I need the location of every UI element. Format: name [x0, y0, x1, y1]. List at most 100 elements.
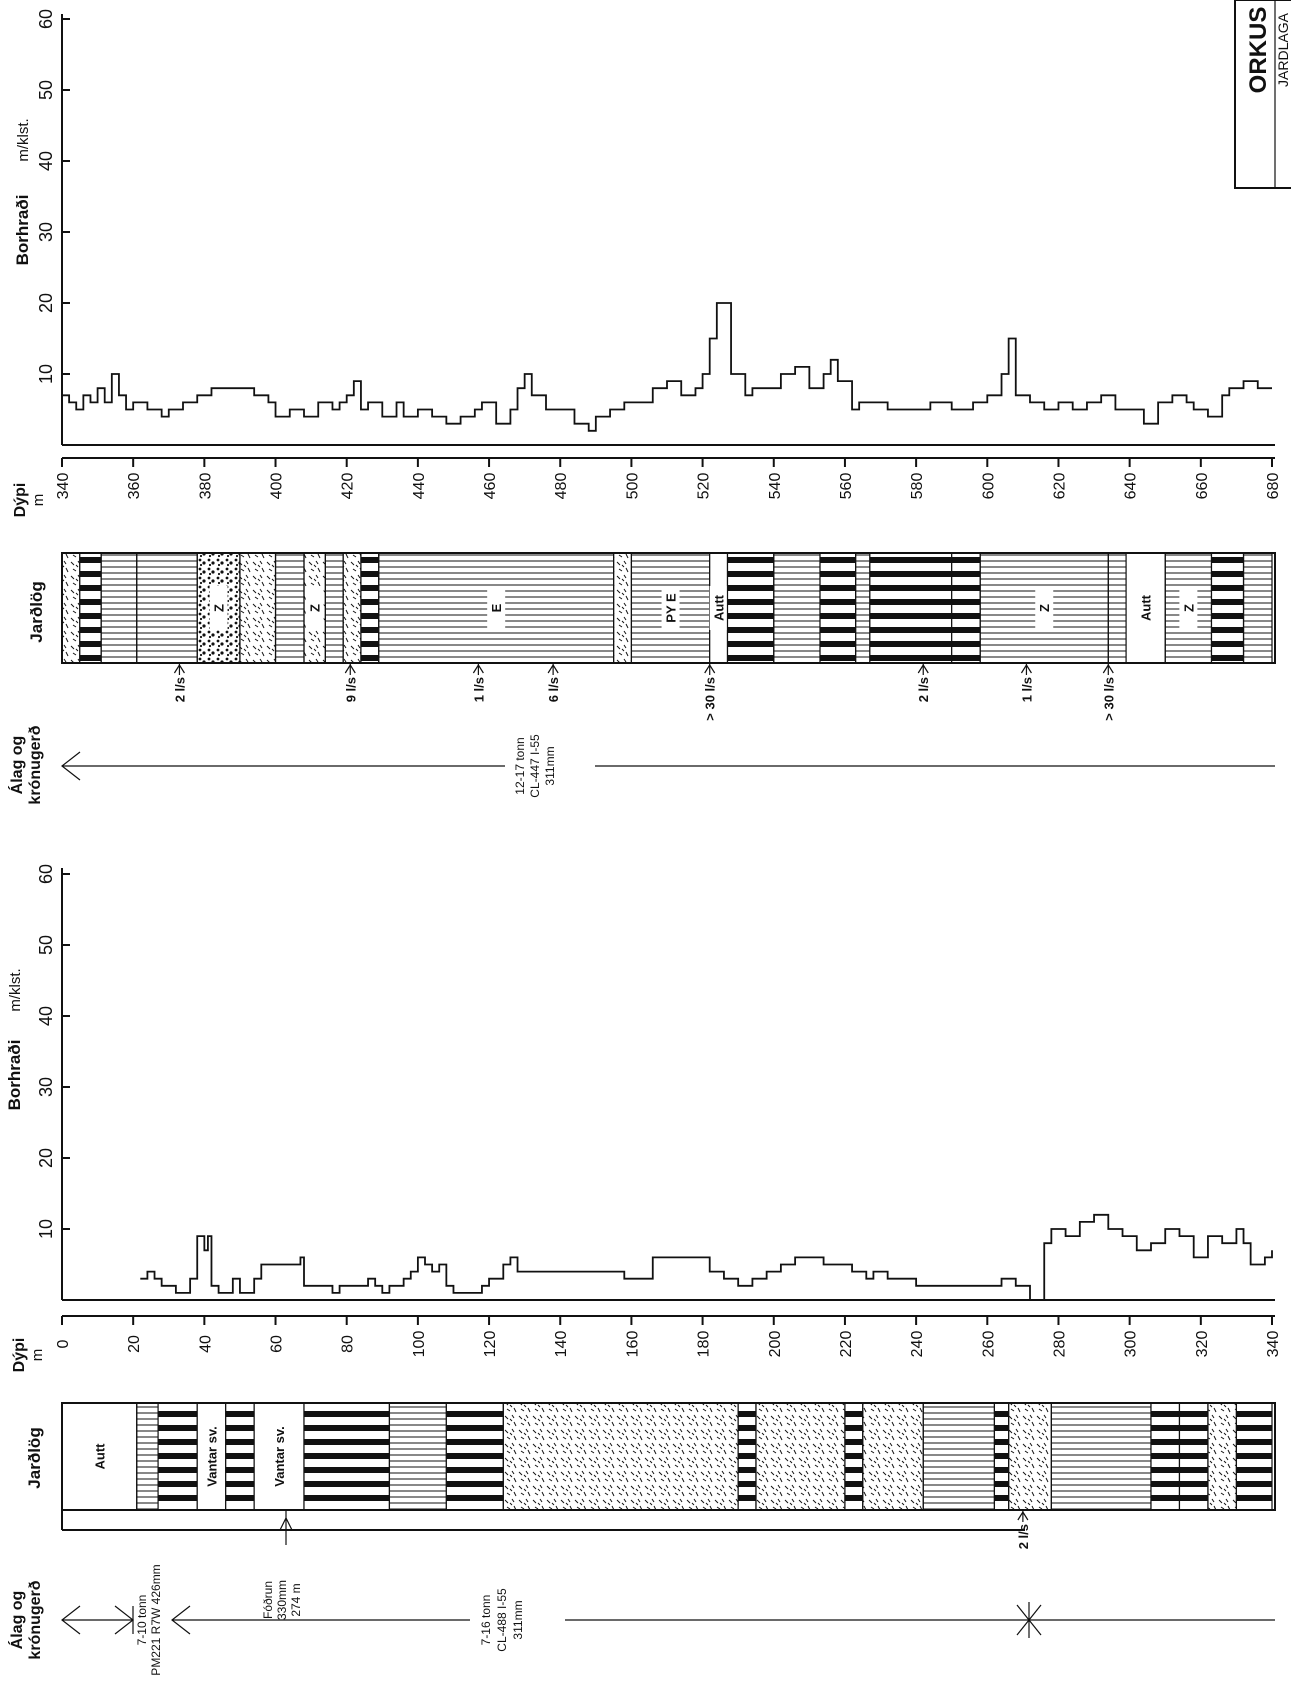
depth-tick-label: 180	[696, 1331, 713, 1358]
depth-tick-label: 300	[1123, 1331, 1140, 1358]
depth-tick-label: 320	[1194, 1331, 1211, 1358]
depth-tick-label: 640	[1123, 473, 1140, 500]
flow-marker-arrow	[1102, 663, 1114, 674]
lower-casing-text-2: 330mm	[275, 1580, 289, 1620]
lower-rate-label: Borhraði	[5, 1040, 24, 1111]
lower-casing-text-3: 274 m	[289, 1583, 303, 1616]
lower-depth-unit: m	[29, 1349, 46, 1362]
depth-tick-label: 280	[1051, 1331, 1068, 1358]
depth-tick-label: 540	[767, 473, 784, 500]
lower-casing-label-1: Álag og	[7, 1591, 26, 1650]
depth-tick-label: 60	[269, 1335, 286, 1353]
lithology-unit	[360, 552, 380, 664]
depth-tick-label: 660	[1194, 473, 1211, 500]
lithology-unit-label: PY E	[664, 593, 679, 623]
lithology-unit	[1008, 1402, 1052, 1511]
lithology-unit-label: Z	[212, 604, 227, 612]
depth-tick-label: 240	[909, 1331, 926, 1358]
upper-lithology-column: Z Z E PY E Autt Z Autt Z	[61, 552, 1273, 664]
lower-depth-label: Dýpi	[11, 1338, 28, 1373]
lithology-unit	[993, 1402, 1010, 1511]
flow-rate-label: > 30 l/s	[703, 677, 718, 721]
rate-tick-label: 10	[36, 1219, 56, 1239]
rate-tick-label: 50	[36, 80, 56, 100]
lithology-unit	[61, 552, 81, 664]
depth-tick-label: 460	[482, 473, 499, 500]
rate-tick-label: 40	[36, 1006, 56, 1026]
upper-casing-label-1: Álag og	[7, 736, 26, 795]
lithology-unit	[136, 552, 198, 664]
rate-tick-label: 60	[36, 9, 56, 29]
upper-rate-trace	[62, 302, 1272, 432]
depth-tick-label: 580	[909, 473, 926, 500]
lithology-unit	[239, 552, 277, 664]
lower-bit1-text-1: 7-10 tonn	[135, 1595, 149, 1646]
lithology-unit	[1050, 1402, 1152, 1511]
lithology-unit	[1107, 552, 1127, 664]
lithology-unit	[613, 552, 633, 664]
lithology-unit	[869, 552, 953, 664]
flow-rate-label: 2 l/s	[916, 677, 931, 702]
lower-bit-interval-1: 7-10 tonn PM221 R7W 426mm	[61, 1564, 163, 1676]
lower-water-flows: 2 l/s	[1016, 1510, 1031, 1549]
rate-tick-label: 50	[36, 935, 56, 955]
depth-tick-label: 340	[1265, 1331, 1282, 1358]
lower-rate-trace	[140, 1213, 1273, 1301]
lower-bit2-text-2: CL-488 I-55	[495, 1588, 509, 1652]
lower-bit2-text-3: 311mm	[511, 1600, 525, 1639]
lithology-unit	[755, 1402, 846, 1511]
flow-marker-arrow	[173, 663, 185, 674]
depth-tick-label: 480	[553, 473, 570, 500]
upper-casing-label-2: krónugerð	[27, 725, 44, 804]
depth-tick-label: 20	[126, 1335, 143, 1353]
lithology-label-bg	[661, 586, 680, 630]
lithology-unit	[951, 552, 981, 664]
flow-rate-label: 1 l/s	[471, 677, 486, 702]
lithology-unit	[445, 1402, 504, 1511]
depth-tick-label: 120	[482, 1331, 499, 1358]
lithology-unit	[225, 1402, 255, 1511]
upper-rate-label: Borhraði	[13, 195, 32, 266]
lower-bit-interval-2: 7-16 tonn CL-488 I-55 311mm	[171, 1588, 1275, 1652]
flow-rate-label: 9 l/s	[343, 677, 358, 702]
rate-tick-label: 40	[36, 151, 56, 171]
lithology-unit	[1207, 1402, 1238, 1511]
lithology-unit	[342, 552, 362, 664]
lower-casing-marker: Fóðrun 330mm 274 m	[261, 1510, 303, 1620]
depth-tick-label: 260	[980, 1331, 997, 1358]
lithology-unit-label: Z	[1181, 604, 1196, 612]
rate-tick-label: 20	[36, 293, 56, 313]
flow-marker-arrow	[344, 663, 356, 674]
lower-bit1-text-2: PM221 R7W 426mm	[149, 1564, 163, 1675]
lithology-unit	[855, 552, 871, 664]
lithology-label-bg	[1035, 586, 1054, 630]
lithology-unit-label: Autt	[712, 594, 727, 621]
depth-tick-label: 600	[980, 473, 997, 500]
lithology-label-bg	[90, 1434, 109, 1479]
depth-tick-label: 340	[55, 473, 72, 500]
lithology-unit	[1242, 552, 1273, 664]
flow-rate-label: 2 l/s	[1016, 1524, 1031, 1549]
lithology-unit	[274, 552, 305, 664]
depth-tick-label: 80	[340, 1335, 357, 1353]
lower-bit2-text-1: 7-16 tonn	[479, 1595, 493, 1646]
lithology-unit	[100, 552, 138, 664]
flow-rate-label: 2 l/s	[172, 677, 187, 702]
upper-depth-unit: m	[30, 494, 47, 507]
lithology-unit	[1150, 1402, 1181, 1511]
lithology-unit	[862, 1402, 924, 1511]
title-block-frame	[1234, 0, 1291, 189]
depth-tick-label: 620	[1051, 473, 1068, 500]
flow-marker-arrow	[547, 663, 559, 674]
lower-rate-ticks: 10 20 30 40 50 60	[36, 864, 70, 1239]
upper-depth-label: Dýpi	[12, 483, 29, 518]
upper-water-flows: 2 l/s 9 l/s 1 l/s 6 l/s > 30 l/s 2 l/s 1 l/s > …	[172, 663, 1116, 721]
lithology-unit-label: E	[489, 603, 504, 612]
lithology-unit	[773, 552, 821, 664]
lithology-label-bg	[709, 586, 728, 630]
depth-tick-label: 520	[696, 473, 713, 500]
rate-tick-label: 30	[36, 1077, 56, 1097]
upper-rate-ticks: 10 20 30 40 50 60	[36, 9, 70, 384]
depth-tick-label: 440	[411, 473, 428, 500]
depth-tick-label: 100	[411, 1331, 428, 1358]
